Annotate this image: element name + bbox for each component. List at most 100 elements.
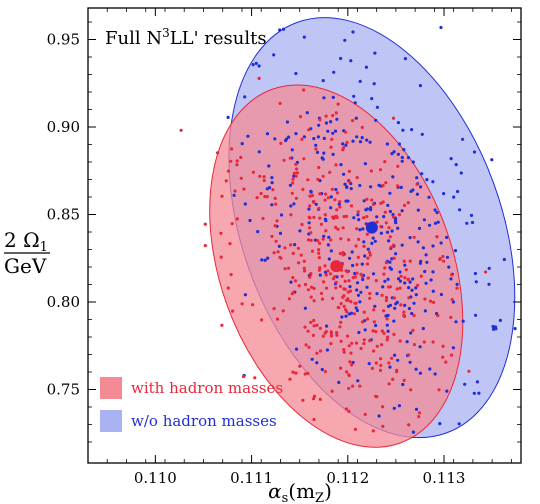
point-wo-hadron-masses — [386, 329, 390, 333]
point-with-hadron-masses — [312, 215, 316, 219]
point-wo-hadron-masses — [267, 164, 271, 168]
point-wo-hadron-masses — [345, 185, 349, 189]
point-with-hadron-masses — [406, 277, 410, 282]
y-axis-label-denominator: GeV — [4, 254, 47, 278]
point-with-hadron-masses — [321, 174, 325, 178]
point-wo-hadron-masses — [401, 382, 405, 387]
point-wo-hadron-masses — [451, 346, 455, 350]
point-wo-hadron-masses — [373, 304, 377, 308]
point-with-hadron-masses — [381, 424, 385, 428]
point-with-hadron-masses — [380, 293, 384, 297]
point-with-hadron-masses — [309, 238, 313, 242]
point-with-hadron-masses — [220, 323, 224, 327]
point-with-hadron-masses — [355, 227, 359, 231]
point-wo-hadron-masses — [266, 256, 270, 260]
point-with-hadron-masses — [385, 338, 389, 342]
point-with-hadron-masses — [289, 243, 293, 247]
point-with-hadron-masses — [318, 397, 322, 401]
point-with-hadron-masses — [276, 250, 280, 254]
point-with-hadron-masses — [231, 309, 235, 313]
point-with-hadron-masses — [342, 304, 346, 308]
point-wo-hadron-masses — [411, 430, 415, 434]
point-with-hadron-masses — [329, 334, 333, 338]
point-with-hadron-masses — [338, 284, 342, 288]
point-with-hadron-masses — [291, 290, 295, 294]
point-with-hadron-masses — [272, 307, 276, 311]
point-wo-hadron-masses — [373, 239, 377, 243]
point-with-hadron-masses — [351, 119, 355, 123]
point-with-hadron-masses — [279, 141, 283, 145]
point-wo-hadron-masses — [347, 312, 351, 316]
point-with-hadron-masses — [352, 312, 356, 316]
point-with-hadron-masses — [203, 244, 207, 248]
point-with-hadron-masses — [354, 341, 359, 345]
point-with-hadron-masses — [375, 344, 379, 348]
point-with-hadron-masses — [365, 197, 369, 201]
point-with-hadron-masses — [289, 213, 293, 217]
point-with-hadron-masses — [355, 176, 359, 180]
point-with-hadron-masses — [300, 222, 304, 227]
point-wo-hadron-masses — [431, 289, 435, 293]
point-with-hadron-masses — [347, 409, 351, 413]
point-wo-hadron-masses — [461, 319, 465, 323]
point-with-hadron-masses — [342, 215, 346, 219]
point-wo-hadron-masses — [270, 181, 274, 185]
point-with-hadron-masses — [417, 411, 422, 415]
point-with-hadron-masses — [303, 269, 307, 273]
point-with-hadron-masses — [226, 169, 231, 173]
y-axis-label-numerator: 2 Ω1 — [4, 228, 48, 255]
point-wo-hadron-masses — [396, 152, 400, 156]
point-with-hadron-masses — [316, 239, 320, 243]
point-with-hadron-masses — [341, 146, 346, 150]
point-with-hadron-masses — [293, 279, 298, 283]
point-with-hadron-masses — [406, 201, 410, 205]
point-with-hadron-masses — [384, 261, 388, 265]
point-wo-hadron-masses — [400, 155, 404, 160]
point-with-hadron-masses — [419, 274, 423, 278]
point-with-hadron-masses — [407, 353, 411, 357]
point-with-hadron-masses — [335, 333, 339, 337]
point-with-hadron-masses — [371, 329, 375, 333]
point-wo-hadron-masses — [461, 137, 465, 141]
point-wo-hadron-masses — [281, 27, 286, 31]
point-wo-hadron-masses — [392, 319, 396, 323]
point-wo-hadron-masses — [362, 240, 366, 244]
point-with-hadron-masses — [329, 331, 333, 335]
point-wo-hadron-masses — [414, 293, 418, 297]
point-wo-hadron-masses — [285, 120, 289, 124]
point-with-hadron-masses — [262, 178, 266, 183]
point-with-hadron-masses — [323, 198, 327, 202]
point-with-hadron-masses — [318, 118, 322, 122]
point-with-hadron-masses — [258, 174, 262, 178]
point-wo-hadron-masses — [303, 306, 307, 310]
point-wo-hadron-masses — [288, 183, 292, 187]
point-with-hadron-masses — [349, 351, 353, 355]
point-with-hadron-masses — [301, 187, 305, 191]
point-with-hadron-masses — [310, 193, 315, 198]
point-wo-hadron-masses — [429, 278, 433, 282]
point-with-hadron-masses — [303, 372, 307, 376]
point-wo-hadron-masses — [419, 185, 423, 189]
point-with-hadron-masses — [384, 295, 389, 300]
point-wo-hadron-masses — [418, 345, 422, 349]
point-with-hadron-masses — [379, 363, 383, 367]
point-with-hadron-masses — [336, 227, 340, 231]
point-with-hadron-masses — [402, 313, 406, 317]
point-with-hadron-masses — [416, 283, 420, 287]
legend-label-with-hadron-masses: with hadron masses — [131, 379, 283, 397]
point-with-hadron-masses — [309, 320, 313, 324]
point-wo-hadron-masses — [265, 132, 270, 136]
chart-title: Full N3LL' results — [105, 26, 267, 49]
point-wo-hadron-masses — [410, 311, 414, 316]
point-wo-hadron-masses — [294, 132, 298, 136]
point-wo-hadron-masses — [363, 162, 367, 166]
point-with-hadron-masses — [381, 184, 385, 188]
point-with-hadron-masses — [309, 272, 313, 276]
point-with-hadron-masses — [273, 224, 277, 228]
point-with-hadron-masses — [303, 325, 307, 329]
x-tick-label: 0.112 — [326, 469, 369, 487]
point-with-hadron-masses — [395, 368, 399, 372]
point-wo-hadron-masses — [329, 120, 333, 124]
point-wo-hadron-masses — [352, 216, 356, 220]
point-with-hadron-masses — [251, 303, 255, 307]
